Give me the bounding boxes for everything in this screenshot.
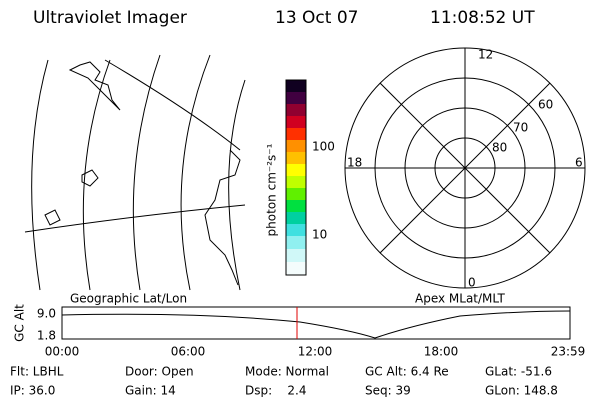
orbit-xtick-label: 06:00 — [171, 345, 206, 359]
color-step — [286, 80, 306, 92]
mlt-label: 12 — [478, 48, 493, 62]
lon-line — [82, 59, 111, 291]
status-field: Flt: LBHL — [10, 365, 64, 379]
lon-line — [132, 54, 161, 291]
color-step — [286, 152, 306, 164]
orbit-xtick-label: 00:00 — [45, 345, 80, 359]
map-caption: Geographic Lat/Lon — [70, 292, 187, 306]
mlat-label: 70 — [513, 121, 528, 135]
color-step — [286, 164, 306, 176]
title: Ultraviolet Imager — [33, 8, 187, 28]
coastline — [44, 209, 61, 226]
color-step — [286, 249, 306, 262]
colorbar-tick-label: 100 — [312, 140, 335, 154]
orbit-xtick-label: 18:00 — [424, 345, 459, 359]
mlt-label: 0 — [468, 276, 476, 290]
orbit-frame — [61, 306, 571, 340]
color-step — [286, 128, 306, 140]
status-field: Mode: Normal — [245, 365, 329, 379]
color-step — [286, 212, 306, 224]
mlat-label: 80 — [492, 141, 507, 155]
orbit-ytick-label: 1.8 — [37, 329, 56, 343]
coastline — [81, 169, 99, 187]
date: 13 Oct 07 — [275, 8, 358, 28]
polar-caption: Apex MLat/MLT — [415, 292, 505, 306]
colorbar-frame — [285, 79, 307, 276]
lon-line — [31, 59, 49, 291]
color-step — [286, 104, 306, 116]
color-step — [286, 92, 306, 104]
mlt-label: 6 — [575, 156, 583, 170]
color-step — [286, 140, 306, 152]
color-step — [286, 224, 306, 236]
color-step — [286, 200, 306, 212]
mlt-label: 18 — [347, 156, 362, 170]
color-step — [286, 188, 306, 200]
color-step — [286, 116, 306, 128]
colorbar — [285, 79, 307, 276]
lon-line — [228, 79, 246, 291]
orbit-xtick-label: 23:59 — [551, 345, 586, 359]
status-field: Door: Open — [125, 365, 194, 379]
orbit-xtick-label: 12:00 — [298, 345, 333, 359]
map — [24, 54, 246, 291]
coastline — [68, 61, 121, 111]
status-field: Gain: 14 — [125, 384, 176, 398]
lat-line — [104, 59, 241, 151]
colorbar-label: photon cm⁻²s⁻¹ — [265, 143, 279, 236]
color-step — [286, 262, 306, 275]
orbit-curve — [61, 310, 571, 339]
status-field: Dsp: 2.4 — [245, 384, 307, 398]
polar-grid — [344, 47, 586, 289]
status-field: GC Alt: 6.4 Re — [365, 365, 449, 379]
time: 11:08:52 UT — [430, 8, 535, 28]
color-step — [286, 176, 306, 188]
spoke — [379, 82, 551, 254]
colorbar-tick-label: 10 — [312, 228, 327, 242]
status-field: Seq: 39 — [365, 384, 411, 398]
orbit-ytick-label: 9.0 — [37, 307, 56, 321]
orbit-ylabel: GC Alt — [13, 304, 27, 342]
status-field: IP: 36.0 — [10, 384, 55, 398]
status-field: GLat: -51.6 — [485, 365, 552, 379]
color-step — [286, 236, 306, 249]
status-field: GLon: 148.8 — [485, 384, 558, 398]
mlat-label: 60 — [538, 98, 553, 112]
lat-line — [24, 204, 246, 233]
status-panel: Flt: LBHL Door: Open Mode: Normal GC Alt: 6… — [10, 365, 558, 398]
coastline — [204, 149, 241, 286]
lon-line — [180, 54, 211, 291]
